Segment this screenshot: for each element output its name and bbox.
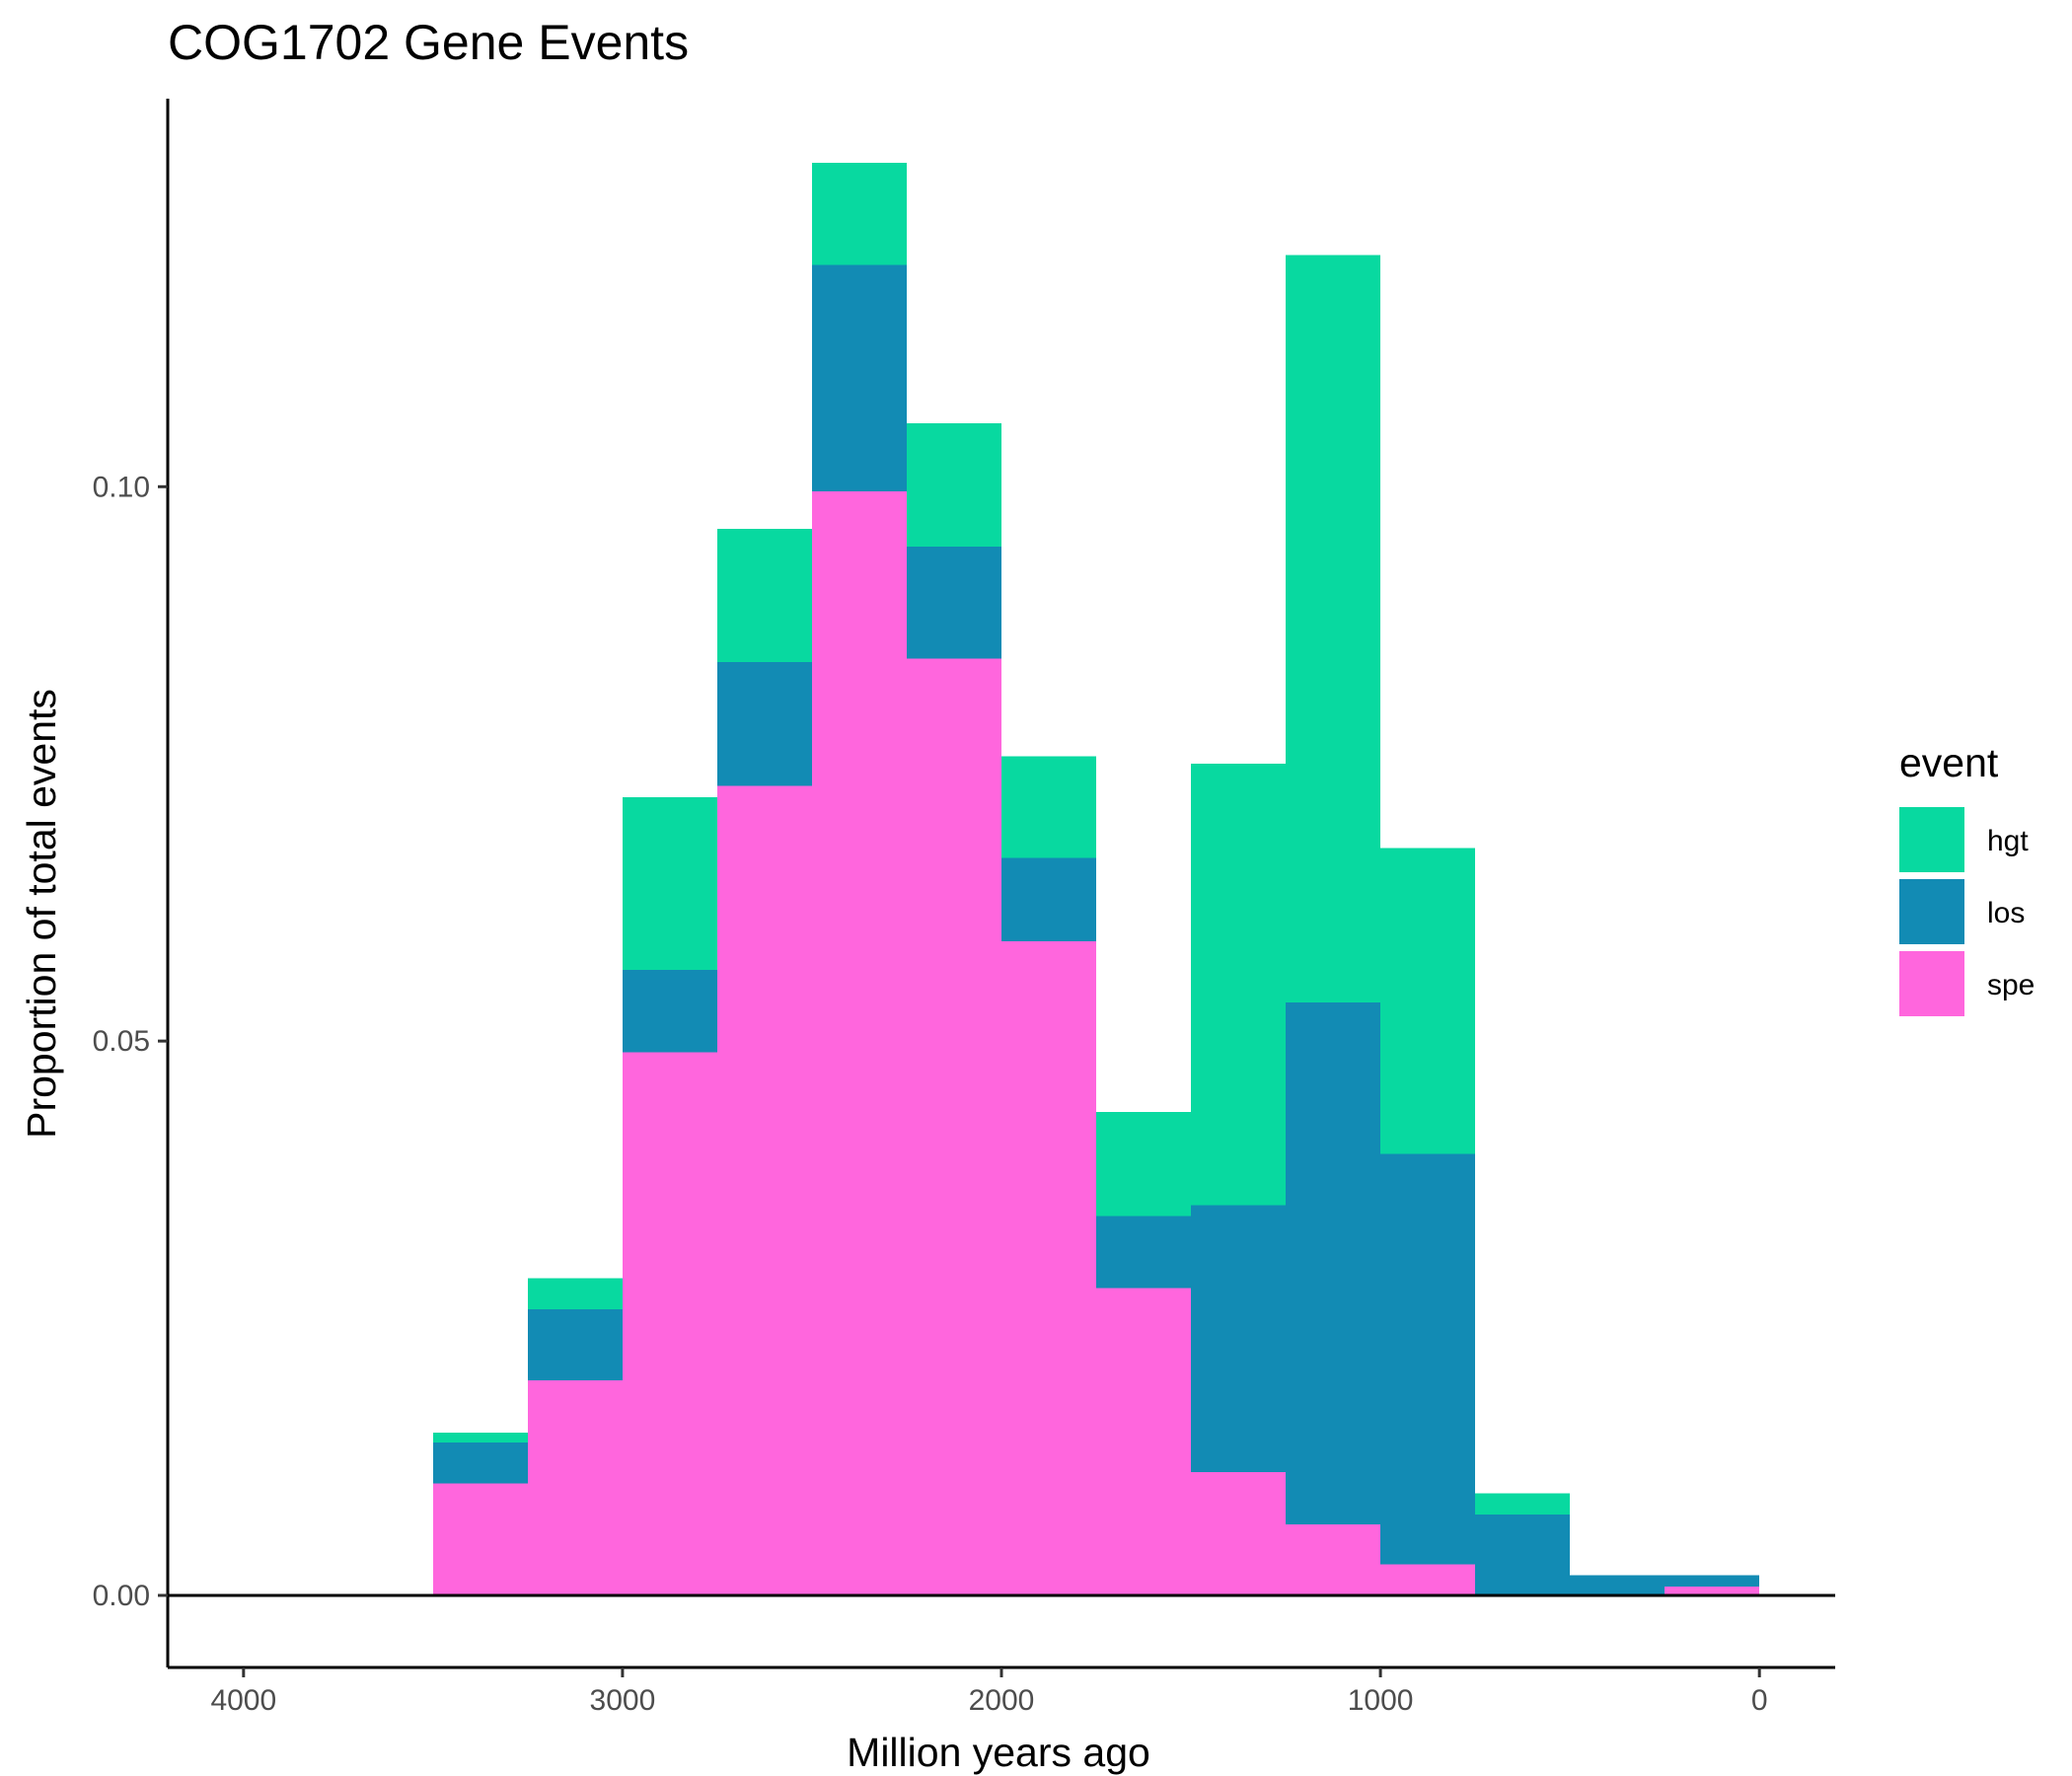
bar-hgt-10 <box>1380 848 1476 1154</box>
bar-spe-0 <box>432 1483 528 1595</box>
x-tick-label: 2000 <box>969 1684 1035 1717</box>
bar-hgt-4 <box>811 163 907 265</box>
legend-key-los <box>1899 879 1964 944</box>
y-tick-label: 0.05 <box>93 1025 150 1058</box>
bar-spe-2 <box>622 1052 717 1595</box>
bar-los-11 <box>1475 1514 1571 1595</box>
bar-hgt-3 <box>716 528 812 662</box>
x-tick-label: 0 <box>1751 1684 1768 1717</box>
bar-spe-7 <box>1096 1288 1192 1595</box>
legend-label-hgt: hgt <box>1987 825 2029 857</box>
legend-key-hgt <box>1899 807 1964 872</box>
legend-label-spe: spe <box>1987 969 2035 1001</box>
y-axis-title: Proportion of total events <box>19 689 64 1139</box>
bar-hgt-0 <box>432 1432 528 1443</box>
bar-hgt-2 <box>622 796 717 971</box>
bar-los-8 <box>1191 1205 1287 1473</box>
bar-los-13 <box>1665 1575 1760 1587</box>
y-tick-label: 0.10 <box>93 471 150 503</box>
chart-title: COG1702 Gene Events <box>168 15 689 70</box>
x-tick-label: 4000 <box>210 1684 276 1717</box>
bar-hgt-11 <box>1475 1493 1571 1515</box>
x-tick-label: 1000 <box>1348 1684 1414 1717</box>
bar-hgt-5 <box>906 423 1001 547</box>
bar-spe-6 <box>1001 940 1097 1595</box>
bar-los-7 <box>1096 1216 1192 1289</box>
bar-los-10 <box>1380 1153 1476 1565</box>
bar-spe-3 <box>716 785 812 1595</box>
bar-spe-5 <box>906 658 1001 1595</box>
bar-los-1 <box>527 1309 623 1380</box>
bar-hgt-8 <box>1191 764 1287 1206</box>
bar-los-9 <box>1286 1001 1381 1525</box>
legend: event hgt los spe <box>1899 740 2035 1016</box>
bar-los-0 <box>432 1442 528 1484</box>
legend-label-los: los <box>1987 897 2025 929</box>
bar-spe-4 <box>811 490 907 1595</box>
y-tick-label: 0.00 <box>93 1580 150 1612</box>
bar-los-3 <box>716 661 812 786</box>
bar-los-5 <box>906 546 1001 659</box>
bar-spe-9 <box>1286 1524 1381 1595</box>
legend-title: event <box>1899 740 1999 785</box>
bar-spe-13 <box>1665 1586 1760 1595</box>
bar-spe-1 <box>527 1379 623 1595</box>
bar-los-6 <box>1001 857 1097 941</box>
bar-spe-10 <box>1380 1564 1476 1595</box>
legend-key-spe <box>1899 951 1964 1016</box>
bar-hgt-1 <box>527 1278 623 1310</box>
x-axis-title: Million years ago <box>847 1730 1150 1775</box>
axes-layer: 0.00 0.05 0.10 4000 3000 2000 1000 0 <box>93 99 1835 1717</box>
bar-spe-8 <box>1191 1472 1287 1595</box>
bar-hgt-9 <box>1286 255 1381 1002</box>
bar-los-12 <box>1570 1575 1665 1595</box>
bar-los-4 <box>811 264 907 491</box>
bar-los-2 <box>622 970 717 1053</box>
x-tick-label: 3000 <box>590 1684 656 1717</box>
bar-hgt-6 <box>1001 756 1097 858</box>
bar-hgt-7 <box>1096 1112 1192 1217</box>
bars-layer <box>432 163 1760 1595</box>
